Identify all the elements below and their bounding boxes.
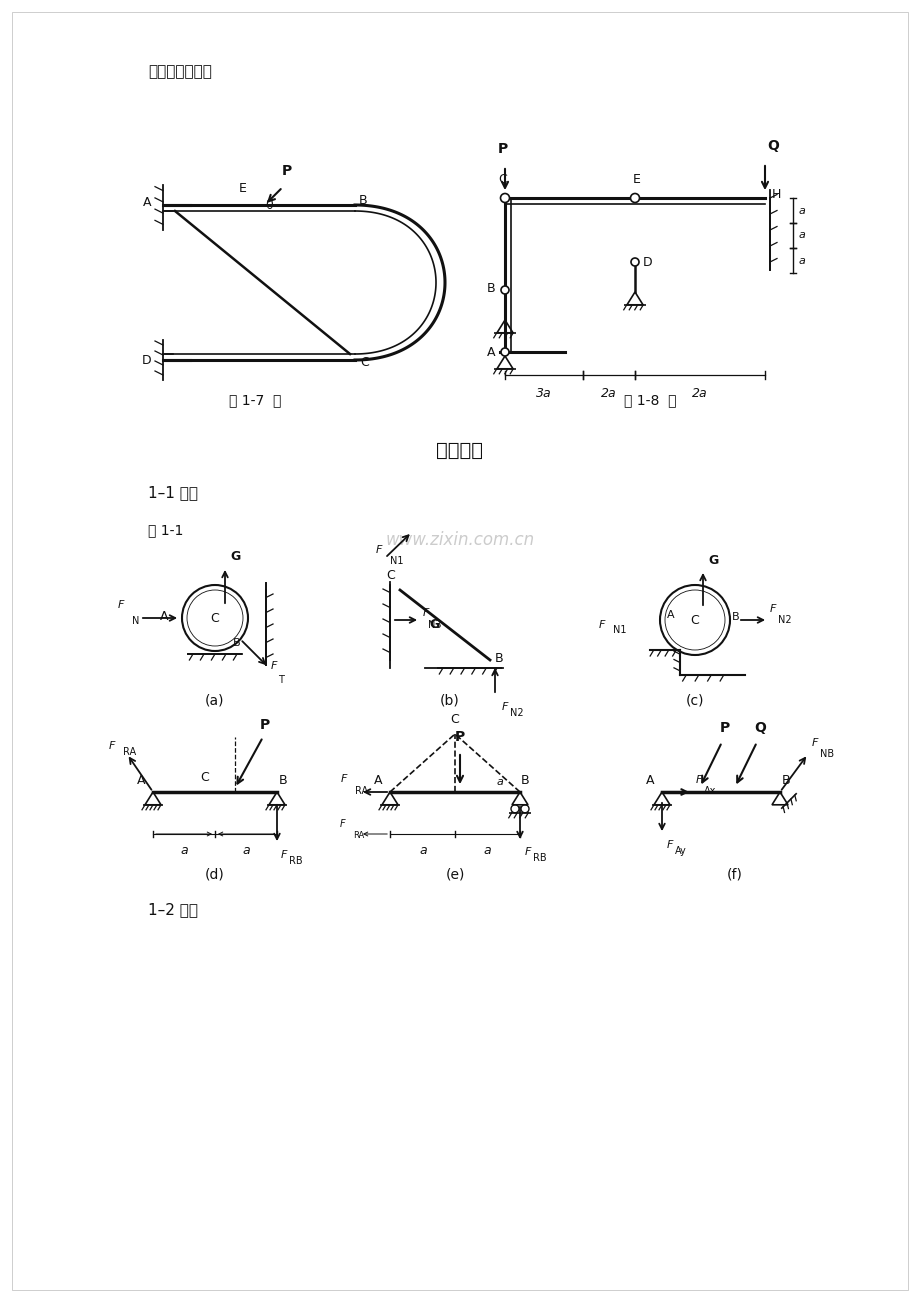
Text: RB: RB [289,855,302,866]
Text: 参考答案: 参考答案 [436,440,483,460]
Text: N3: N3 [427,620,441,630]
Text: P: P [281,164,291,178]
Text: N: N [131,616,139,626]
Text: F: F [598,620,605,630]
Text: H: H [771,189,780,202]
Text: (d): (d) [205,868,224,881]
Text: Ay: Ay [675,846,686,855]
Text: Q: Q [766,139,778,154]
Text: B: B [278,773,288,786]
Text: www.zixin.com.cn: www.zixin.com.cn [385,531,534,549]
Text: F: F [339,819,345,829]
Text: T: T [278,676,284,685]
Text: A: A [666,611,675,620]
Text: RA: RA [355,786,368,796]
Text: G: G [230,549,240,562]
Text: Ax: Ax [703,786,716,796]
Text: N1: N1 [612,625,626,635]
Text: A: A [486,345,494,358]
Text: (a): (a) [205,693,224,707]
Text: N2: N2 [777,615,790,625]
Text: RA: RA [123,747,136,756]
Text: B: B [494,651,503,664]
Text: C: C [450,713,459,727]
Text: F: F [118,600,124,611]
Text: F: F [502,702,508,712]
Text: 题 1-7  图: 题 1-7 图 [229,393,281,408]
Text: a: a [798,206,805,216]
Text: B: B [732,612,739,622]
Text: N2: N2 [509,708,523,717]
Circle shape [501,286,508,294]
Text: F: F [666,840,673,850]
Circle shape [630,194,639,203]
Text: F: F [811,738,818,749]
Text: C: C [498,173,506,186]
Text: A: A [136,773,145,786]
Text: F: F [375,546,381,555]
Text: B: B [486,281,494,294]
Text: a: a [180,844,187,857]
Text: a: a [798,255,805,266]
Text: F: F [696,775,701,785]
Text: P: P [719,721,730,736]
Text: F: F [340,773,346,784]
Text: (f): (f) [726,868,743,881]
Text: a: a [496,777,503,786]
Text: A: A [160,609,168,622]
Text: D: D [642,255,652,268]
Text: F: F [270,661,277,672]
Text: 1–1 解：: 1–1 解： [148,486,198,500]
Text: a: a [798,230,805,241]
Text: E: E [239,182,246,195]
Text: D: D [142,354,151,366]
Text: B: B [781,773,789,786]
Text: E: E [632,173,641,186]
Text: C: C [690,613,698,626]
Text: A: A [645,773,653,786]
Text: 部分的受力图。: 部分的受力图。 [148,65,211,79]
Text: 1–2 解：: 1–2 解： [148,902,198,918]
Circle shape [630,258,639,266]
Circle shape [501,348,508,355]
Text: C: C [200,771,210,784]
Text: NB: NB [819,749,834,759]
Text: Q: Q [754,721,766,736]
Text: (c): (c) [685,693,703,707]
Text: F: F [423,608,429,618]
Text: a: a [482,844,490,857]
Text: P: P [454,730,465,743]
Text: 2a: 2a [691,387,707,400]
Circle shape [500,194,509,203]
Text: B: B [358,194,368,207]
Text: F: F [280,850,287,861]
Text: RA: RA [353,831,364,840]
Text: P: P [259,717,270,732]
Text: B: B [520,773,529,786]
Text: C: C [359,357,369,370]
Text: 2a: 2a [600,387,616,400]
Text: B: B [233,638,241,648]
Text: RB: RB [532,853,546,863]
Text: F: F [769,604,776,615]
Text: F: F [525,848,531,857]
Text: (e): (e) [445,868,464,881]
Text: G: G [429,618,439,631]
Text: 题 1-8  图: 题 1-8 图 [623,393,675,408]
Text: A: A [373,773,381,786]
Text: C: C [210,612,219,625]
Text: A: A [142,195,151,208]
Text: (b): (b) [439,693,460,707]
Text: θ: θ [265,199,272,212]
Text: 3a: 3a [536,387,551,400]
Text: N1: N1 [390,556,403,566]
Text: a: a [419,844,426,857]
Text: F: F [108,741,115,751]
Text: a: a [242,844,250,857]
Text: C: C [386,569,394,582]
Text: P: P [497,142,507,156]
Text: G: G [708,553,718,566]
Text: 题 1-1: 题 1-1 [148,523,183,536]
